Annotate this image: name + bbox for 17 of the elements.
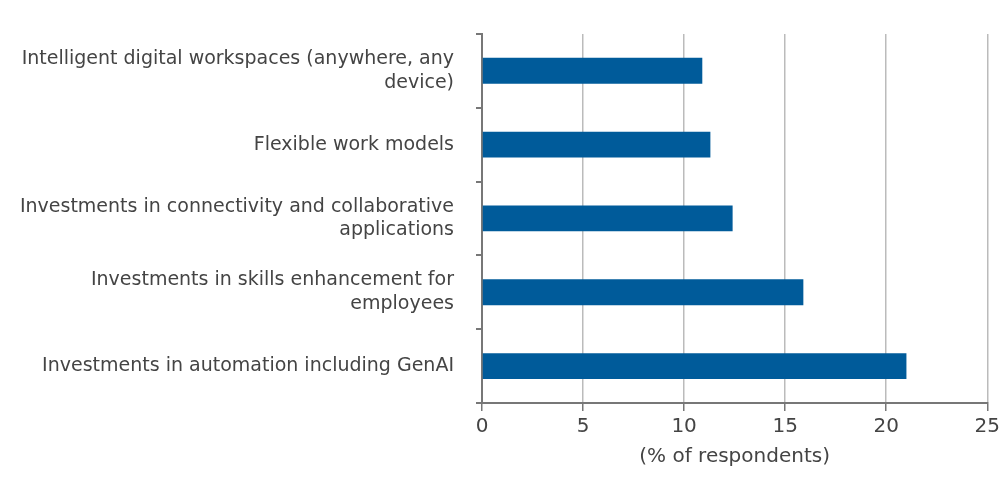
x-tick-label: 10: [671, 413, 697, 438]
bar: [482, 353, 907, 380]
x-tick-label: 15: [772, 413, 798, 438]
y-tick-label: Investments in automation including GenAI: [42, 353, 454, 376]
y-tick-label: Investments in connectivity and collaborative applications: [19, 193, 454, 240]
bar: [482, 279, 804, 306]
y-tick-label: Investments in skills enhancement for employees: [90, 267, 455, 314]
bar: [482, 131, 711, 158]
x-axis-title: (% of respondents): [639, 443, 830, 468]
bar: [482, 205, 733, 232]
y-tick-label: Intelligent digital workspaces (anywhere, any device): [21, 45, 454, 92]
x-tick-label: 5: [576, 413, 590, 438]
bar: [482, 57, 703, 84]
x-tick-label: 20: [873, 413, 899, 438]
x-tick-label: 0: [475, 413, 489, 438]
y-tick-label: Flexible work models: [253, 131, 454, 154]
x-tick-label: 25: [974, 413, 1000, 438]
